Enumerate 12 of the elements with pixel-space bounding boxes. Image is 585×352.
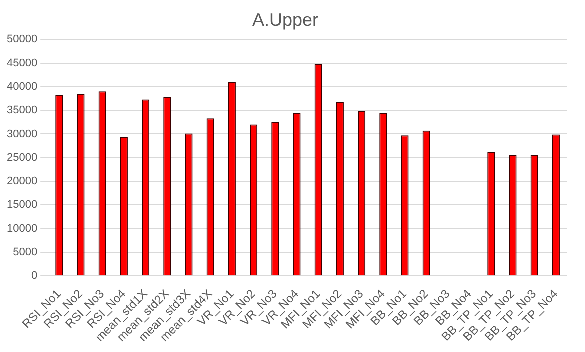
y-tick-label: 40000 [6, 80, 38, 93]
y-tick-label: 15000 [6, 199, 38, 212]
chart-title: A.Upper [252, 10, 319, 30]
y-tick-label: 50000 [6, 34, 38, 46]
y-tick-label: 10000 [6, 222, 38, 235]
y-tick-label: 35000 [6, 104, 38, 117]
y-tick-label: 5000 [13, 246, 38, 259]
y-tick-label: 20000 [6, 176, 38, 188]
y-tick-label: 0 [31, 270, 38, 282]
y-tick-label: 30000 [6, 128, 38, 140]
y-tick-label: 25000 [6, 152, 38, 164]
y-tick-label: 45000 [6, 57, 38, 70]
